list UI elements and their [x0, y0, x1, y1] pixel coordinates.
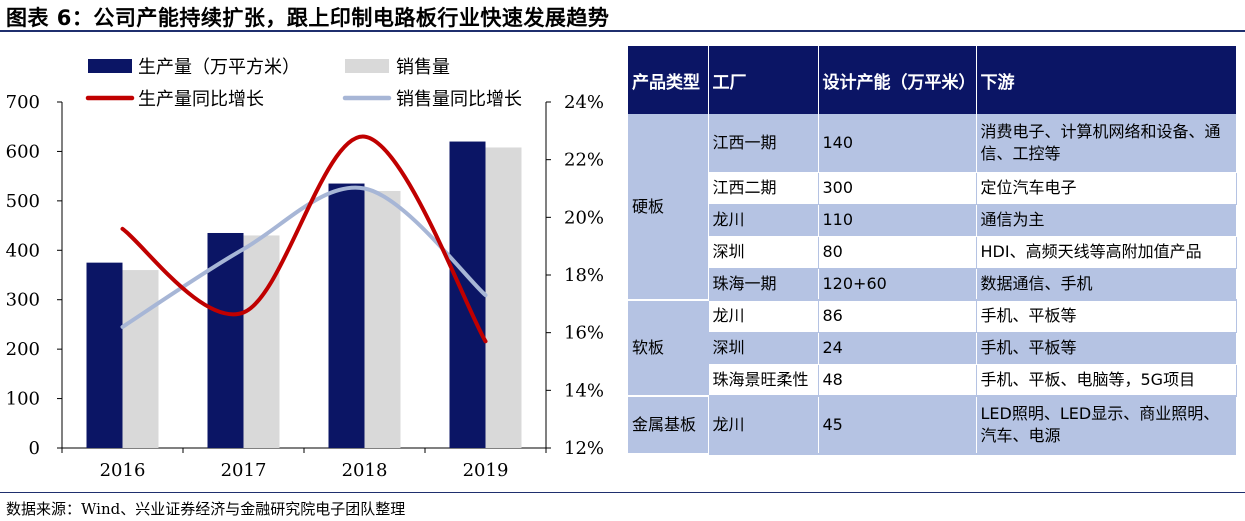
- sales-bar: [122, 270, 159, 448]
- right-tick-label: 18%: [564, 265, 604, 286]
- left-tick-label: 700: [6, 92, 40, 113]
- capacity-cell: 86: [818, 300, 977, 333]
- capacity-cell: 140: [818, 114, 977, 173]
- x-tick-label: 2016: [100, 460, 146, 481]
- data-source-note: 数据来源：Wind、兴业证券经济与金融研究院电子团队整理: [6, 500, 406, 518]
- left-tick-label: 500: [6, 191, 40, 212]
- production-growth-line: [120, 134, 488, 344]
- right-tick-label: 22%: [564, 150, 604, 171]
- right-tick-label: 20%: [564, 207, 604, 228]
- right-tick-label: 14%: [564, 380, 604, 401]
- table-row: 龙川 110 通信为主: [628, 204, 1236, 237]
- chart-lines: [120, 134, 488, 344]
- table-row: 珠海景旺柔性 48 手机、平板、电脑等，5G项目: [628, 364, 1237, 397]
- capacity-cell: 120+60: [818, 268, 977, 301]
- facility-capacity-table: 产品类型 工厂 设计产能（万平米） 下游 硬板 江西一期 140 消费电子、计算机网络和设备…: [628, 46, 1237, 455]
- x-tick-label: 2017: [221, 460, 267, 481]
- downstream-cell: 通信为主: [976, 204, 1236, 237]
- production-bar: [328, 183, 365, 449]
- factory-cell: 深圳: [708, 236, 819, 269]
- table-row: 深圳 80 HDI、高频天线等高附加值产品: [628, 236, 1237, 269]
- downstream-cell: HDI、高频天线等高附加值产品: [976, 236, 1237, 269]
- left-tick-label: 0: [29, 438, 40, 459]
- downstream-cell: LED照明、LED显示、商业照明、汽车、电源: [976, 396, 1236, 455]
- legend-swatch: [88, 59, 132, 73]
- factory-cell: 深圳: [708, 332, 819, 365]
- table-row: 江西二期 300 定位汽车电子: [628, 172, 1237, 205]
- table-row: 金属基板 龙川 45 LED照明、LED显示、商业照明、汽车、电源: [628, 396, 1236, 455]
- factory-cell: 江西二期: [708, 172, 819, 205]
- sales-bar: [485, 147, 522, 448]
- table-header-cell: 工厂: [708, 46, 819, 114]
- right-tick-label: 24%: [564, 92, 604, 113]
- table-header-cell: 下游: [976, 46, 1236, 114]
- legend-label: 销售量: [396, 57, 450, 78]
- factory-cell: 珠海景旺柔性: [708, 364, 819, 397]
- legend-label: 生产量同比增长: [138, 89, 264, 110]
- sales-bar: [243, 235, 280, 448]
- factory-cell: 珠海一期: [708, 268, 819, 301]
- table-header-cell: 设计产能（万平米）: [818, 46, 977, 114]
- left-tick-label: 300: [6, 290, 40, 311]
- downstream-cell: 消费电子、计算机网络和设备、通信、工控等: [976, 114, 1236, 173]
- right-tick-label: 16%: [564, 323, 604, 344]
- sales-bar: [364, 190, 401, 448]
- page-title: 图表 6：公司产能持续扩张，跟上印制电路板行业快速发展趋势: [6, 6, 610, 30]
- table-header-row: 产品类型 工厂 设计产能（万平米） 下游: [628, 46, 1236, 114]
- factory-cell: 龙川: [708, 204, 819, 237]
- title-divider: [0, 30, 1245, 32]
- left-tick-label: 200: [6, 339, 40, 360]
- capacity-cell: 48: [818, 364, 977, 397]
- left-tick-label: 100: [6, 389, 40, 410]
- legend-label: 销售量同比增长: [396, 89, 522, 110]
- capacity-cell: 110: [818, 204, 977, 237]
- product-type-cell: 软板: [628, 300, 709, 397]
- downstream-cell: 手机、平板等: [976, 300, 1237, 333]
- x-tick-label: 2018: [342, 460, 388, 481]
- production-bar: [449, 141, 486, 448]
- product-type-cell: 硬板: [628, 114, 709, 301]
- table-header-cell: 产品类型: [628, 46, 709, 114]
- facility-table-wrap: 产品类型 工厂 设计产能（万平米） 下游 硬板 江西一期 140 消费电子、计算机网络和设备…: [628, 46, 1237, 455]
- factory-cell: 龙川: [708, 396, 819, 455]
- product-type-cell: 金属基板: [628, 396, 709, 455]
- chart-axes: 0 100 200 300 400 500 600 700 12% 14% 16% 18% 20% 22%…: [6, 92, 604, 481]
- right-tick-label: 12%: [564, 438, 604, 459]
- capacity-cell: 45: [818, 396, 977, 455]
- table-row: 珠海一期 120+60 数据通信、手机: [628, 268, 1236, 301]
- x-tick-label: 2019: [463, 460, 509, 481]
- left-tick-label: 400: [6, 240, 40, 261]
- production-bar: [86, 262, 123, 448]
- downstream-cell: 数据通信、手机: [976, 268, 1236, 301]
- production-bar: [207, 232, 244, 448]
- factory-cell: 龙川: [708, 300, 819, 333]
- capacity-cell: 300: [818, 172, 977, 205]
- left-tick-label: 600: [6, 141, 40, 162]
- legend-swatch: [345, 59, 389, 73]
- downstream-cell: 手机、平板等: [976, 332, 1236, 365]
- table-row: 深圳 24 手机、平板等: [628, 332, 1236, 365]
- chart-bars: [86, 141, 522, 449]
- sales-growth-line: [120, 185, 488, 329]
- capacity-cell: 80: [818, 236, 977, 269]
- table-row: 软板 龙川 86 手机、平板等: [628, 300, 1237, 397]
- factory-cell: 江西一期: [708, 114, 819, 173]
- source-divider: [0, 492, 1245, 493]
- legend-label: 生产量（万平方米）: [138, 57, 300, 78]
- downstream-cell: 手机、平板、电脑等，5G项目: [976, 364, 1237, 397]
- capacity-cell: 24: [818, 332, 977, 365]
- downstream-cell: 定位汽车电子: [976, 172, 1237, 205]
- table-row: 硬板 江西一期 140 消费电子、计算机网络和设备、通信、工控等: [628, 114, 1236, 301]
